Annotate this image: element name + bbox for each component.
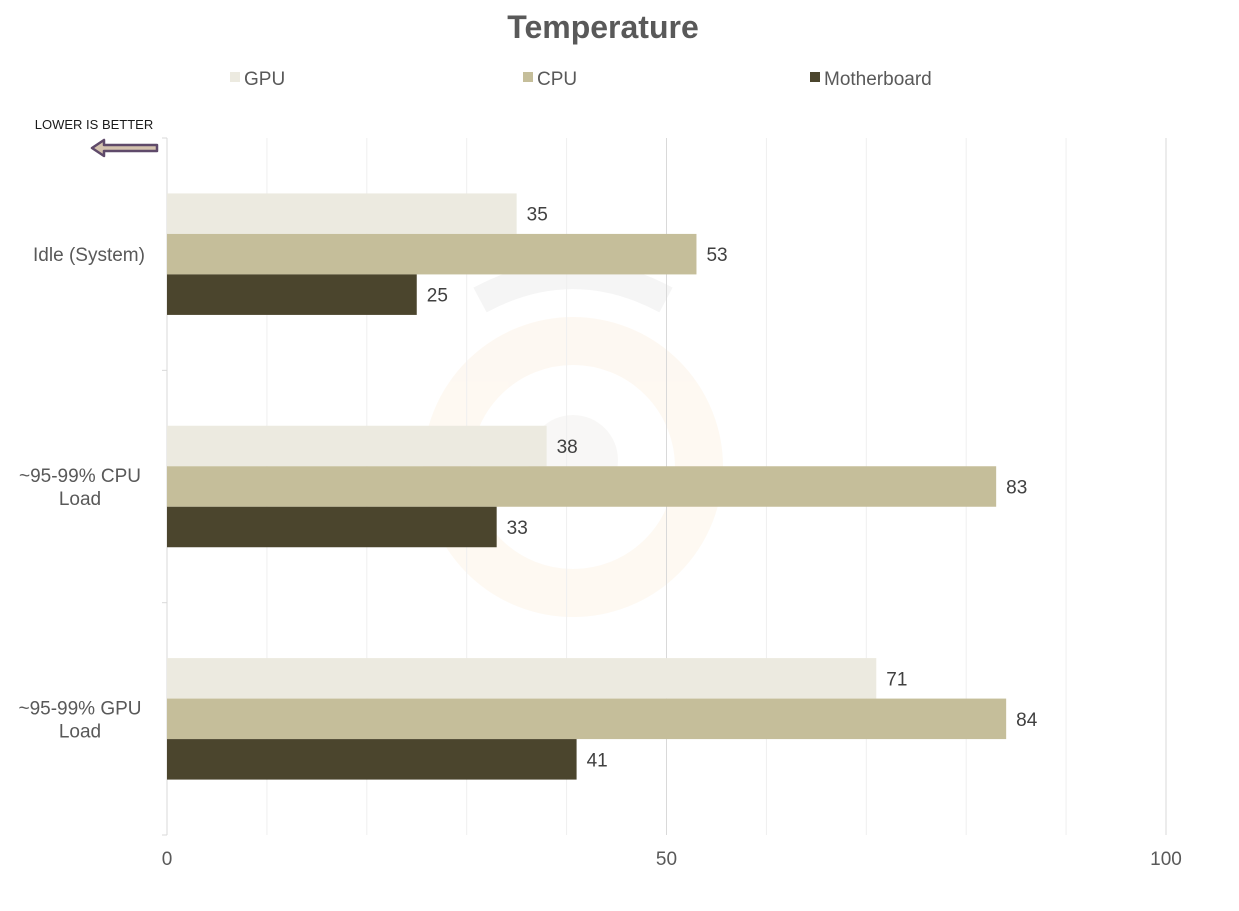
category-label: Idle (System) [33, 245, 145, 266]
legend: GPU CPU Motherboard [230, 69, 932, 90]
bar-motherboard [167, 274, 417, 315]
bar-cpu [167, 466, 997, 507]
x-tick-label: 0 [162, 849, 173, 870]
legend-label-gpu: GPU [244, 69, 285, 90]
chart-title: Temperature [507, 9, 698, 45]
bar-cpu [167, 698, 1007, 740]
bar-motherboard [167, 506, 497, 548]
category-label: ~95-99% CPU Load [19, 466, 141, 510]
data-label: 38 [557, 437, 578, 458]
legend-swatch-cpu [523, 72, 533, 82]
legend-swatch-gpu [230, 72, 240, 82]
data-label: 53 [706, 245, 727, 266]
x-tick-label: 100 [1150, 849, 1182, 870]
data-label: 83 [1006, 478, 1027, 499]
bar-gpu [167, 193, 517, 234]
bar-cpu [167, 233, 697, 275]
bar-motherboard [167, 739, 577, 780]
data-label: 84 [1016, 710, 1038, 731]
data-label: 35 [527, 205, 548, 226]
category-labels: Idle (System) ~95-99% CPU Load ~95-99% GPU L… [18, 245, 144, 742]
x-tick-label: 50 [656, 849, 677, 870]
left-arrow-icon [90, 138, 159, 158]
legend-label-cpu: CPU [537, 69, 577, 90]
data-label: 33 [507, 518, 528, 539]
bar-gpu [167, 658, 877, 699]
legend-swatch-motherboard [810, 72, 820, 82]
bar-gpu [167, 425, 547, 467]
data-label: 71 [886, 669, 907, 690]
legend-label-motherboard: Motherboard [824, 69, 932, 90]
data-label: 25 [427, 286, 448, 307]
data-label: 41 [587, 750, 608, 771]
bars: 35 53 25 38 83 33 71 84 41 [167, 193, 1038, 780]
category-label: ~95-99% GPU Load [18, 698, 141, 742]
x-axis-ticks: 0 50 100 [162, 849, 1182, 870]
lower-is-better-note: LOWER IS BETTER [35, 117, 153, 132]
